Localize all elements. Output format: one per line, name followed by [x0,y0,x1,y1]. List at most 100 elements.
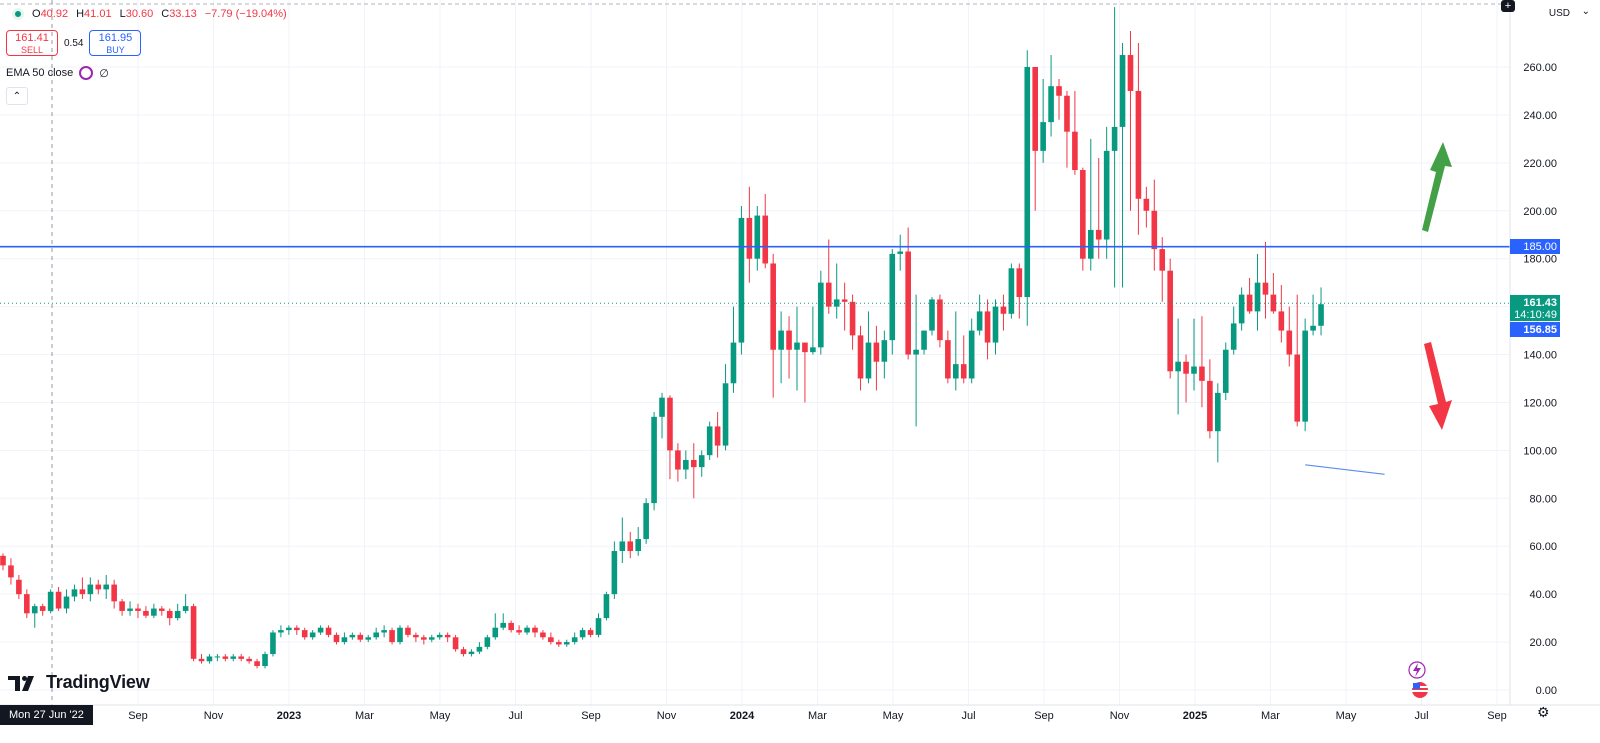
candle [1080,167,1086,271]
candle-body [992,306,999,343]
candle [953,311,959,391]
candle-body [913,349,919,355]
ohlc-close: C33.13 [161,8,197,20]
buy-button[interactable]: 161.95 BUY [89,30,142,56]
settings-icon[interactable]: ⚙ [1537,704,1550,720]
candle [1040,78,1046,163]
y-tick-label: 240.00 [1523,110,1557,122]
candle [1199,316,1205,408]
candle [1056,78,1062,120]
currency-label[interactable]: USD [1548,8,1570,19]
candle-body [659,397,665,417]
candle [548,632,554,645]
candle-body [103,584,110,590]
candle [476,642,483,655]
candle-body [95,584,102,590]
candle [127,601,133,616]
candle-body [627,541,634,552]
candle-body [31,606,38,614]
y-tick-label: 120.00 [1523,397,1557,409]
candle [436,632,443,640]
candle [603,591,610,621]
candle [246,656,252,664]
candle [222,654,229,662]
candle-body [1072,131,1078,171]
candle-body [683,459,689,470]
candle [897,234,904,271]
candle-body [746,217,753,259]
candle [31,603,38,628]
plus-icon[interactable]: + [1501,0,1515,12]
x-tick-label: Jul [508,710,522,722]
candle-body [1095,229,1102,240]
candle [1143,186,1150,228]
candle-body [492,627,499,638]
indicator-legend[interactable]: EMA 50 close ∅ [6,66,109,80]
x-tick-label: Nov [1110,710,1130,722]
candle-body [389,630,395,643]
candle [373,627,379,640]
candle-body [301,630,308,638]
candle-body [16,579,22,595]
y-tick-label: 40.00 [1529,589,1557,601]
candle-body [198,658,205,662]
collapse-legend-button[interactable]: ⌃ [6,87,28,105]
candle-body [246,658,252,662]
candle [1278,285,1285,343]
candle [135,603,141,619]
sell-button[interactable]: 161.41 SELL [6,30,58,56]
candle [1135,43,1142,235]
candle-body [1286,330,1293,355]
candle-body [468,651,475,655]
candle-body [1087,229,1094,259]
candle [1238,287,1245,331]
candle-body [841,299,848,302]
candle-body [1008,268,1015,314]
candle-body [444,634,451,638]
candle [825,239,832,314]
candle [333,632,340,645]
candle [301,627,308,640]
candle [381,625,387,638]
candle [794,306,800,391]
candle-body [786,330,792,350]
chevron-down-icon[interactable]: ⌄ [1581,6,1590,17]
candle [500,613,507,631]
y-tick-label: 140.00 [1523,350,1557,362]
candle-body [166,610,173,619]
candle-body [548,637,554,643]
candle [405,625,411,638]
candle [1111,7,1118,288]
candle-body [325,627,332,635]
grid [0,0,1510,705]
candle-body [532,627,538,633]
candle [389,627,395,645]
candle [714,412,721,458]
candle [683,450,689,480]
candle-body [206,656,213,662]
brand-logo[interactable]: TradingView [8,672,150,693]
x-tick-label: May [430,710,451,722]
y-tick-label: 260.00 [1523,62,1557,74]
candle [278,625,284,638]
y-tick-label: 180.00 [1523,254,1557,266]
candle-body [1064,95,1070,132]
candle-body [953,364,959,379]
candle-body [79,589,86,595]
ohlc-low: L30.60 [119,8,154,20]
candle-body [1167,270,1173,372]
swap-icon[interactable] [79,66,94,80]
candle [1024,50,1031,326]
candle [968,318,975,384]
candle-body [119,601,125,611]
candle [532,625,538,638]
resistance-label: 185.00 [1510,239,1560,254]
candle-body [762,215,769,264]
buy-price: 161.95 [98,32,133,44]
candle [39,603,46,616]
candle [63,589,70,614]
candle-body [413,634,419,638]
x-tick-label: Sep [1487,710,1507,722]
candle-body [619,541,626,552]
